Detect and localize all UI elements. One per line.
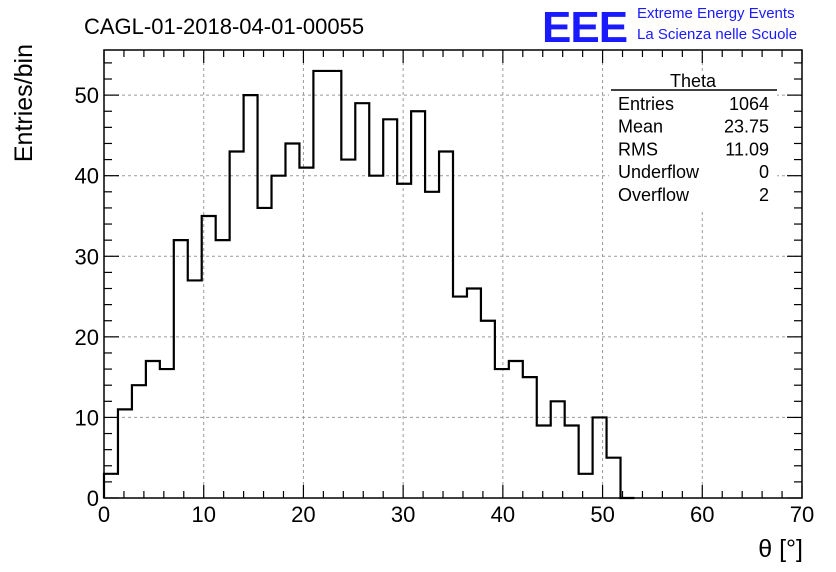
logo-line-1: Extreme Energy Events (637, 5, 795, 22)
x-tick-label-40: 40 (491, 502, 515, 527)
stats-box-background (609, 73, 777, 209)
x-tick-label-50: 50 (590, 502, 614, 527)
stats-label-mean: Mean (618, 117, 663, 137)
stats-label-underflow: Underflow (618, 162, 700, 182)
x-axis-title: θ [°] (758, 535, 803, 563)
x-tick-label-0: 0 (98, 502, 110, 527)
x-tick-label-60: 60 (690, 502, 714, 527)
stats-label-entries: Entries (618, 94, 674, 114)
stats-value-overflow: 2 (759, 185, 769, 205)
y-tick-label-40: 40 (75, 164, 99, 189)
y-tick-label-0: 0 (87, 486, 99, 511)
stats-value-mean: 23.75 (724, 117, 769, 137)
y-tick-label-30: 30 (75, 244, 99, 269)
logo-line-2: La Scienza nelle Scuole (637, 26, 797, 43)
eee-logo: EEE Extreme Energy Events La Scienza nel… (542, 3, 797, 52)
y-tick-label-20: 20 (75, 325, 99, 350)
stats-rows: Entries 1064 Mean 23.75 RMS 11.09 Underflow 0 Ov… (618, 94, 769, 205)
x-tick-label-70: 70 (790, 502, 814, 527)
stats-value-entries: 1064 (729, 94, 769, 114)
y-tick-label-10: 10 (75, 405, 99, 430)
x-tick-label-20: 20 (291, 502, 315, 527)
stats-value-underflow: 0 (759, 162, 769, 182)
histogram-series (102, 69, 635, 500)
x-tick-labels: 0 10 20 30 40 50 60 70 (98, 502, 814, 527)
y-axis-title: Entries/bin (10, 44, 38, 162)
stats-box: Theta Entries 1064 Mean 23.75 RMS 11.09 Underf… (609, 71, 777, 209)
stats-label-rms: RMS (618, 139, 658, 159)
chart-title: CAGL-01-2018-04-01-00055 (84, 14, 364, 39)
stats-title: Theta (670, 71, 717, 91)
logo-mark: EEE (542, 3, 627, 52)
stats-label-overflow: Overflow (618, 185, 690, 205)
x-tick-label-30: 30 (391, 502, 415, 527)
stats-value-rms: 11.09 (725, 139, 769, 159)
y-tick-labels: 0 10 20 30 40 50 (75, 83, 99, 511)
x-tick-label-10: 10 (191, 502, 215, 527)
y-tick-label-50: 50 (75, 83, 99, 108)
plot-frame (103, 49, 803, 499)
